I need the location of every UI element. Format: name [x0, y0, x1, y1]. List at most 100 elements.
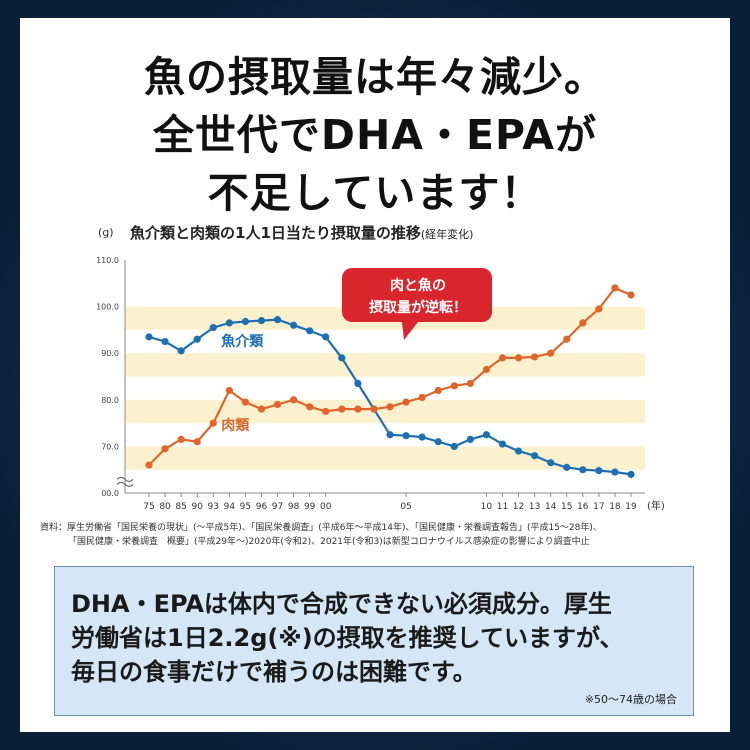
series-0-point-19: [450, 442, 458, 450]
info-footnote: ※50〜74歳の場合: [584, 693, 677, 706]
annotation-bubble: [342, 268, 492, 340]
series-0-point-6: [241, 317, 249, 326]
series-1-point-11: [322, 407, 330, 416]
intake-line-chart: 00.0 70.0 80.0 90.0 100.0 110.0 75 80 85 90 93 94 95…: [96, 256, 665, 512]
series-0-point-17: [418, 433, 426, 441]
series-0-point-24: [531, 452, 539, 460]
series-1-point-22: [498, 354, 507, 362]
y-tick-label-4: 100.0: [96, 303, 119, 312]
series-1-point-15: [386, 403, 394, 411]
headline-line-1: 魚の摂取量は年々減少。: [144, 53, 606, 101]
series-0-point-30: [627, 470, 635, 478]
headline-line-3: 不足しています！: [207, 169, 543, 217]
series-0-point-28: [595, 467, 603, 475]
x-tick-label-22: 19: [625, 502, 637, 512]
series-0-point-27: [579, 466, 587, 474]
series-1-point-7: [257, 405, 266, 413]
series-1-point-17: [418, 393, 426, 402]
x-tick-label-10: 99: [304, 502, 316, 512]
x-tick-label-4: 93: [208, 502, 219, 512]
headline-line-2: 全世代でDHA・EPAが: [152, 111, 598, 159]
x-tick-label-0: 75: [143, 502, 154, 512]
series-0-point-8: [273, 316, 282, 324]
series-0-point-5: [225, 319, 233, 327]
series-0-point-9: [290, 321, 298, 329]
x-tick-label-15: 12: [513, 502, 524, 512]
series-1-point-18: [434, 386, 442, 395]
y-tick-label-3: 90.0: [101, 349, 119, 358]
x-tick-label-8: 97: [272, 502, 283, 512]
series-1-point-16: [402, 398, 410, 406]
series-1-point-10: [306, 403, 314, 411]
x-tick-label-5: 94: [224, 502, 236, 512]
series-1-point-4: [209, 419, 217, 427]
series-1-point-25: [547, 349, 555, 357]
x-tick-label-18: 15: [561, 502, 572, 512]
source-line-2: 「国民健康・栄養調査 概要」(平成29年〜)2020年(令和2)、2021年(令…: [68, 537, 590, 547]
x-tick-label-1: 80: [159, 502, 171, 512]
series-0-point-2: [177, 347, 185, 355]
x-tick-label-3: 90: [191, 502, 203, 512]
series-1-point-20: [466, 379, 474, 388]
y-axis-unit: (g): [98, 226, 114, 239]
series-0-point-1: [161, 337, 169, 346]
chart-subtitle: (経年変化): [420, 228, 474, 241]
series-1-point-23: [514, 354, 523, 362]
x-tick-label-14: 11: [497, 502, 508, 512]
series-1-point-14: [370, 405, 378, 413]
series-0-point-26: [563, 463, 571, 471]
series-0-point-15: [386, 431, 394, 439]
series-0-point-21: [482, 431, 490, 439]
series-1-point-3: [193, 438, 201, 446]
background-band-2: [125, 399, 645, 424]
chart-title: 魚介類と肉類の1人1日当たり摂取量の推移(経年変化): [130, 222, 473, 243]
background-band-1: [125, 353, 645, 377]
series-1-point-29: [611, 284, 619, 292]
x-tick-label-9: 98: [288, 502, 300, 512]
series-1-point-27: [579, 319, 587, 327]
axis-break-mark: [116, 476, 134, 487]
series-0-point-10: [306, 327, 314, 335]
info-line-2: 労働省は1日2.2g(※)の摂取を推奨していますが、: [71, 624, 624, 652]
x-tick-label-20: 17: [593, 502, 604, 512]
series-0-point-0: [145, 333, 153, 341]
background-band-3: [125, 446, 645, 470]
y-tick-label-2: 80.0: [101, 396, 119, 405]
chart-title-main: 魚介類と肉類の1人1日当たり摂取量の推移: [130, 224, 421, 242]
series-label-fish: 魚介類: [221, 333, 264, 350]
series-0-point-16: [402, 432, 410, 440]
x-axis-label: (年): [647, 499, 665, 512]
series-0-point-4: [209, 323, 217, 332]
series-label-meat: 肉類: [221, 417, 250, 434]
series-1-point-21: [482, 365, 490, 374]
x-tick-label-12: 05: [400, 502, 411, 512]
source-line-1: 資料：厚生労働省「国民栄養の現状」(〜平成5年)、「国民栄養調査」(平成6年〜平…: [40, 523, 602, 533]
series-1-point-26: [563, 335, 571, 343]
series-0-point-13: [354, 379, 362, 388]
y-tick-label-0: 00.0: [101, 489, 119, 498]
series-1-point-30: [627, 291, 635, 299]
y-tick-label-5: 110.0: [96, 256, 119, 265]
series-1-point-19: [450, 382, 458, 390]
series-0-point-23: [514, 447, 523, 455]
info-box: DHA・EPAは体内で合成できない必須成分。厚生 労働省は1日2.2g(※)の摂…: [54, 566, 694, 716]
series-0-point-20: [466, 435, 474, 444]
series-1-point-9: [290, 396, 298, 404]
series-1-point-24: [531, 353, 539, 361]
series-0-point-11: [322, 333, 330, 341]
x-tick-label-11: 00: [320, 502, 332, 512]
annotation-line-2: 摂取量が逆転！: [369, 299, 467, 316]
series-1-point-13: [354, 405, 362, 413]
x-tick-label-21: 18: [609, 502, 621, 512]
info-text: DHA・EPAは体内で合成できない必須成分。厚生 労働省は1日2.2g(※)の摂…: [71, 587, 681, 689]
x-tick-label-6: 95: [240, 502, 251, 512]
series-0-point-18: [434, 438, 442, 446]
x-tick-label-2: 85: [175, 502, 186, 512]
series-0-point-25: [547, 459, 555, 467]
series-1-point-0: [145, 461, 153, 469]
headline: 魚の摂取量は年々減少。 全世代でDHA・EPAが 不足しています！: [20, 48, 730, 222]
x-tick-label-7: 96: [256, 502, 268, 512]
x-tick-label-16: 13: [529, 502, 540, 512]
annotation-line-1: 肉と魚の: [390, 277, 446, 294]
series-0-point-22: [498, 440, 507, 448]
